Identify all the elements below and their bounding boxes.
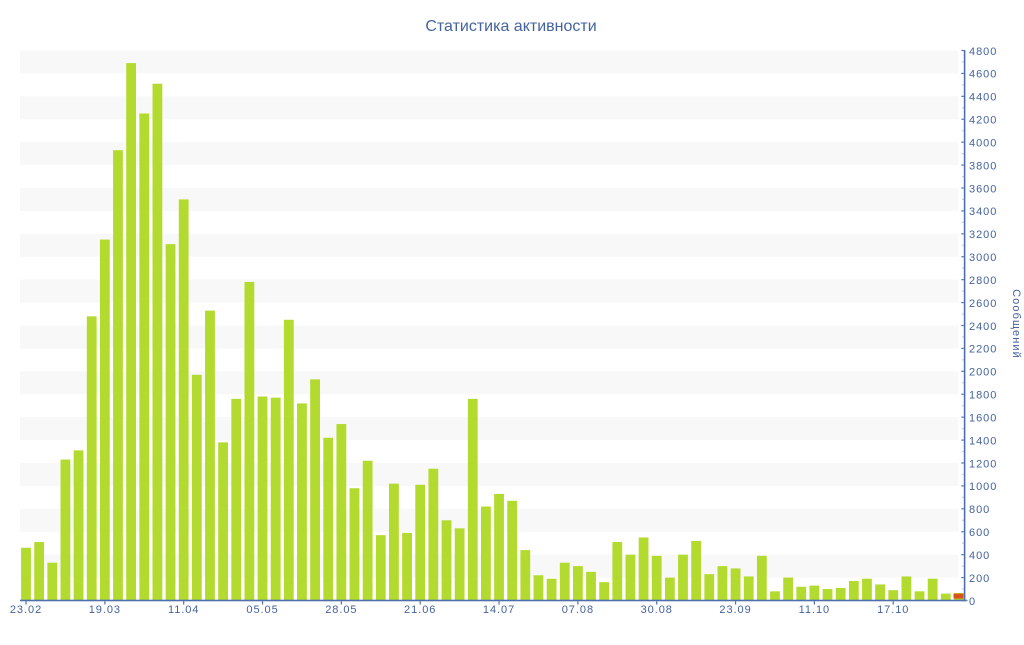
svg-text:2800: 2800: [969, 275, 997, 287]
svg-text:17.10: 17.10: [877, 604, 909, 616]
svg-text:19.03: 19.03: [89, 604, 121, 616]
svg-text:28.05: 28.05: [325, 604, 357, 616]
svg-text:23.09: 23.09: [719, 604, 751, 616]
svg-text:200: 200: [969, 573, 990, 585]
svg-text:0: 0: [969, 596, 976, 608]
svg-text:1800: 1800: [969, 390, 997, 402]
svg-text:4200: 4200: [969, 115, 997, 127]
svg-text:1400: 1400: [969, 435, 997, 447]
svg-text:400: 400: [969, 550, 990, 562]
svg-text:1600: 1600: [969, 412, 997, 424]
svg-text:Сообщений: Сообщений: [1010, 289, 1022, 359]
svg-text:11.04: 11.04: [168, 604, 199, 616]
svg-text:2200: 2200: [969, 344, 997, 356]
svg-text:4000: 4000: [969, 137, 997, 149]
svg-text:2400: 2400: [969, 321, 997, 333]
svg-text:4400: 4400: [969, 92, 997, 104]
svg-text:3400: 3400: [969, 206, 997, 218]
svg-text:21.06: 21.06: [404, 604, 436, 616]
svg-text:3200: 3200: [969, 229, 997, 241]
svg-text:14.07: 14.07: [483, 604, 515, 616]
svg-text:1000: 1000: [969, 481, 997, 493]
svg-text:2600: 2600: [969, 298, 997, 310]
svg-text:Статистика активности: Статистика активности: [425, 18, 596, 35]
svg-text:07.08: 07.08: [562, 604, 594, 616]
svg-text:600: 600: [969, 527, 990, 539]
svg-text:3600: 3600: [969, 183, 997, 195]
svg-text:23.02: 23.02: [10, 604, 42, 616]
svg-text:4800: 4800: [969, 46, 997, 58]
svg-text:800: 800: [969, 504, 990, 516]
svg-text:30.08: 30.08: [641, 604, 673, 616]
svg-text:1200: 1200: [969, 458, 997, 470]
svg-text:3000: 3000: [969, 252, 997, 264]
svg-text:4600: 4600: [969, 69, 997, 81]
svg-text:3800: 3800: [969, 160, 997, 172]
svg-text:11.10: 11.10: [799, 604, 830, 616]
svg-text:05.05: 05.05: [246, 604, 278, 616]
svg-text:2000: 2000: [969, 367, 997, 379]
